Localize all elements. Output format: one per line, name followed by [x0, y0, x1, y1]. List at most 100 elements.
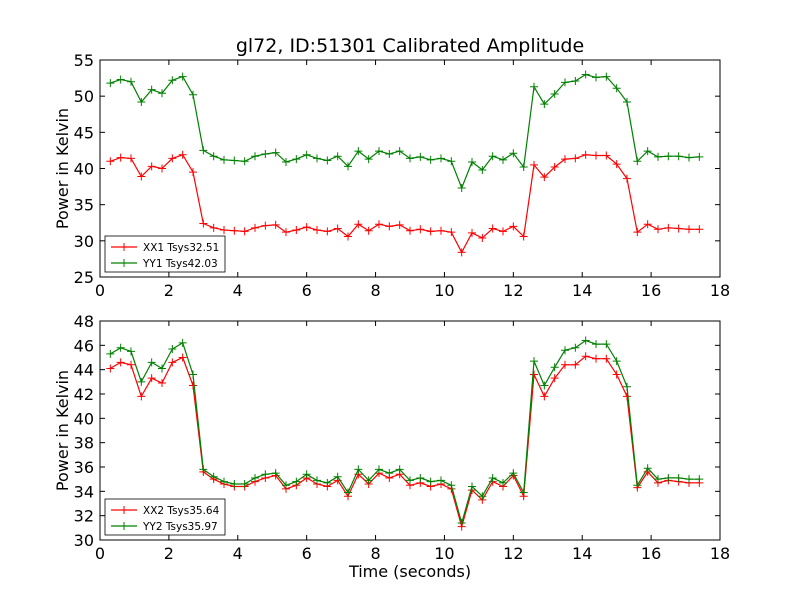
data-point: [271, 469, 280, 478]
data-point: [540, 381, 549, 390]
data-point: [168, 344, 177, 353]
data-point: [302, 470, 311, 479]
data-point: [333, 472, 342, 481]
data-point: [395, 220, 404, 229]
y-tick-label: 25: [74, 268, 94, 287]
data-point: [189, 90, 197, 99]
data-point: [127, 154, 135, 163]
data-point: [240, 480, 249, 489]
data-point: [106, 349, 115, 358]
data-point: [261, 150, 270, 159]
data-point: [426, 155, 435, 164]
x-tick-label: 0: [95, 281, 105, 300]
data-point: [354, 465, 363, 474]
data-point: [230, 226, 239, 235]
data-point: [488, 224, 497, 233]
data-point: [509, 469, 518, 478]
data-point: [550, 374, 559, 383]
data-point: [664, 152, 673, 161]
data-point: [437, 476, 445, 485]
data-point: [664, 473, 673, 482]
data-point: [643, 464, 652, 473]
data-point: [292, 225, 301, 234]
data-point: [127, 360, 135, 369]
data-point: [251, 152, 259, 161]
data-point: [375, 147, 383, 156]
data-point: [406, 476, 414, 485]
data-point: [581, 70, 590, 79]
data-point: [592, 354, 600, 363]
data-point: [189, 370, 197, 379]
data-point: [437, 226, 445, 235]
data-point: [643, 220, 652, 229]
x-tick-label: 12: [503, 544, 523, 563]
data-point: [137, 392, 146, 401]
data-point: [488, 152, 497, 161]
data-point: [178, 338, 187, 347]
data-point: [664, 223, 673, 232]
data-point: [643, 147, 652, 156]
data-point: [137, 172, 146, 181]
data-point: [416, 473, 425, 482]
data-point: [147, 162, 156, 171]
data-point: [612, 160, 621, 169]
x-tick-label: 16: [641, 544, 661, 563]
data-point: [375, 220, 383, 229]
y-axis-label: Power in Kelvin: [53, 370, 72, 491]
data-point: [230, 156, 239, 165]
data-point: [468, 228, 476, 237]
legend-marker: [120, 506, 128, 514]
series-line-0: [110, 154, 700, 254]
data-point: [674, 473, 683, 482]
legend-label: XX1 Tsys32.51: [143, 242, 219, 254]
data-point: [354, 147, 363, 156]
data-point: [447, 481, 456, 490]
y-tick-label: 40: [74, 409, 94, 428]
data-point: [685, 475, 693, 484]
data-point: [344, 162, 352, 171]
y-tick-label: 36: [74, 458, 94, 477]
data-point: [509, 149, 518, 158]
data-point: [106, 157, 115, 166]
legend-marker: [120, 522, 128, 530]
data-point: [147, 374, 156, 383]
data-point: [581, 352, 590, 361]
x-tick-label: 6: [302, 544, 312, 563]
data-point: [447, 157, 456, 166]
data-point: [147, 85, 156, 94]
data-point: [695, 152, 704, 161]
data-point: [116, 75, 125, 84]
data-point: [685, 225, 693, 234]
data-point: [313, 476, 321, 485]
data-point: [561, 360, 569, 369]
y-tick-label: 35: [74, 196, 94, 215]
data-point: [623, 97, 631, 106]
data-point: [457, 248, 466, 257]
data-point: [602, 340, 611, 349]
data-point: [416, 152, 425, 161]
data-point: [344, 232, 352, 241]
x-tick-label: 10: [434, 281, 454, 300]
x-tick-label: 0: [95, 544, 105, 563]
y-tick-label: 40: [74, 160, 94, 179]
legend: XX2 Tsys35.64 YY2 Tsys35.97: [104, 498, 226, 536]
x-tick-label: 14: [572, 281, 592, 300]
x-tick-label: 18: [710, 544, 730, 563]
x-axis-label: Time (seconds): [348, 562, 471, 581]
legend-label: YY1 Tsys42.03: [142, 258, 218, 270]
y-tick-label: 34: [74, 482, 94, 501]
data-point: [633, 157, 642, 166]
data-point: [168, 358, 177, 367]
top-plot: 0 2 4 6 8 10 12 14 16 18 25 30 35 40 45 50 55 Power in Ke…: [53, 51, 730, 300]
data-point: [178, 150, 187, 159]
data-point: [385, 222, 394, 231]
data-point: [695, 475, 704, 484]
data-point: [158, 164, 166, 173]
data-point: [592, 73, 600, 82]
legend-box: [104, 235, 226, 273]
data-point: [602, 72, 611, 81]
data-point: [406, 154, 414, 163]
data-point: [468, 482, 476, 491]
x-tick-label: 8: [370, 281, 380, 300]
